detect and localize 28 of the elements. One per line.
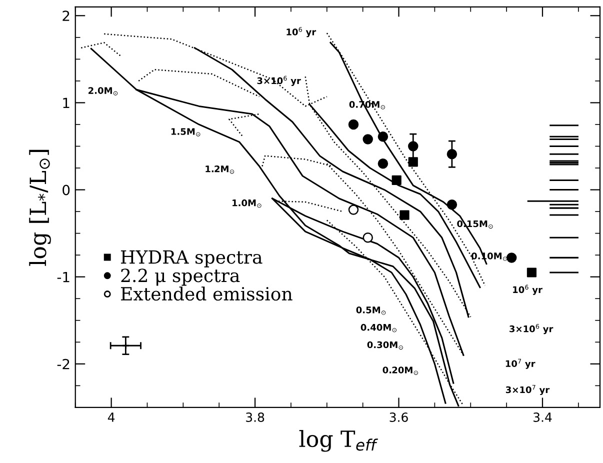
- y-tick-label: 0: [62, 184, 70, 196]
- y-axis-title: log [L$_{*}$/L$_{⊙}$]: [29, 150, 51, 266]
- annotation: 0.5M$_{⊙}$: [356, 306, 386, 315]
- annotation: 1.0M$_{⊙}$: [232, 199, 262, 208]
- x-tick-label: 3.6: [390, 412, 408, 422]
- annotation: 3×10$^{6}$ yr: [510, 324, 554, 334]
- x-tick-label: 3.4: [534, 412, 552, 422]
- annotation: 1.5M$_{⊙}$: [171, 128, 200, 136]
- legend-label: Extended emission: [121, 286, 292, 301]
- y-tick-label: -2: [57, 358, 70, 370]
- annotation: 3×10$^{6}$ yr: [257, 76, 301, 86]
- annotation: 10$^{6}$ yr: [513, 284, 542, 295]
- annotation: 10$^{7}$ yr: [506, 358, 536, 369]
- annotation: 0.20M$_{⊙}$: [382, 366, 418, 375]
- annotation: 0.30M$_{⊙}$: [367, 341, 403, 350]
- y-tick-label: 1: [63, 98, 70, 108]
- x-tick-label: 4: [108, 412, 115, 422]
- legend-label: HYDRA spectra: [121, 250, 262, 268]
- annotation: 2.0M$_{⊙}$: [88, 87, 118, 96]
- x-axis-title: log T$_{eff}$: [299, 430, 378, 452]
- annotation: 3×10$^{7}$ yr: [506, 384, 550, 395]
- y-tick-label: 2: [62, 10, 70, 21]
- annotation: 0.40M$_{⊙}$: [360, 324, 396, 332]
- annotation: 1.2M$_{⊙}$: [206, 165, 234, 174]
- x-tick-label: 3.8: [246, 412, 264, 422]
- annotation: 10$^{6}$ yr: [286, 27, 316, 38]
- y-tick-label: -1: [57, 272, 70, 282]
- legend-label: 2.2 μ spectra: [121, 268, 240, 286]
